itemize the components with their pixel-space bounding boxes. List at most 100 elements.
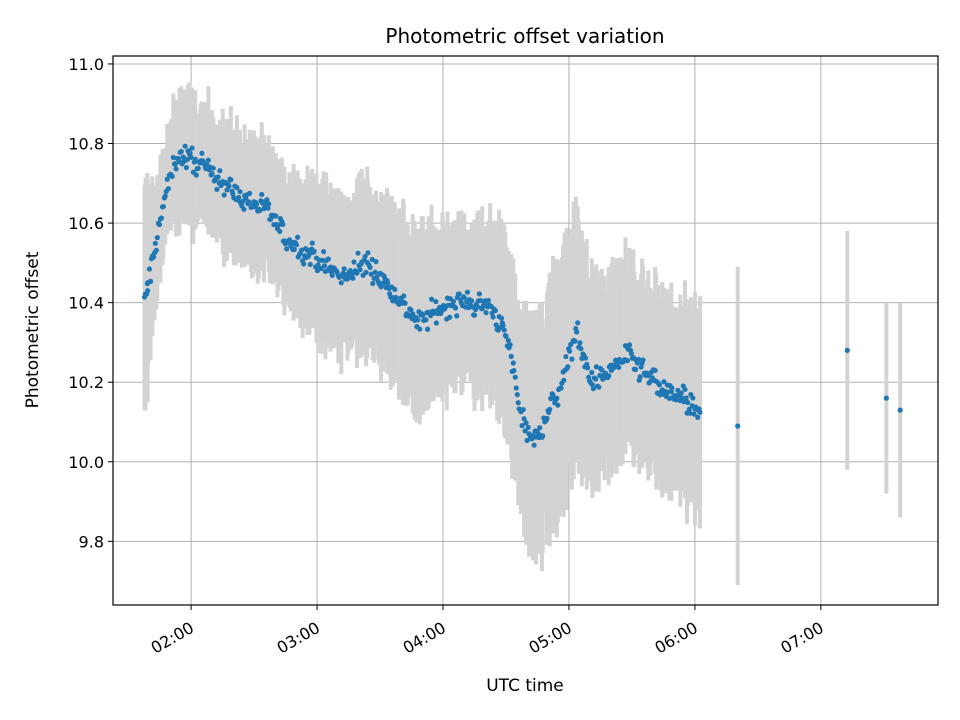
data-point <box>500 322 506 328</box>
data-point <box>291 246 297 253</box>
data-point <box>321 263 328 269</box>
data-point <box>433 298 439 305</box>
data-point <box>477 297 484 304</box>
data-point <box>483 310 489 316</box>
y-axis-label: Photometric offset <box>23 251 43 408</box>
data-point <box>685 399 691 406</box>
data-point <box>320 249 327 255</box>
data-point <box>254 201 260 207</box>
data-point <box>599 367 605 373</box>
data-point <box>180 154 186 160</box>
data-point <box>367 264 373 271</box>
data-point <box>319 257 326 263</box>
data-point <box>158 215 165 221</box>
data-point <box>294 234 301 240</box>
data-point <box>286 237 293 243</box>
data-point <box>511 368 517 374</box>
data-point <box>691 411 697 417</box>
data-point <box>162 193 168 199</box>
data-point <box>682 386 688 393</box>
data-point <box>372 269 378 275</box>
data-point <box>525 424 531 431</box>
data-point <box>423 317 429 323</box>
data-point <box>490 314 496 320</box>
y-tick-label: 10.6 <box>68 214 104 233</box>
data-point <box>245 199 252 205</box>
data-point <box>474 303 480 310</box>
data-point <box>148 278 154 284</box>
data-point <box>266 201 272 207</box>
data-point <box>357 267 363 273</box>
data-point <box>415 317 421 323</box>
data-point <box>572 338 578 344</box>
y-tick-label: 10.2 <box>68 373 104 392</box>
data-point <box>635 356 642 362</box>
data-point <box>193 172 199 178</box>
data-point <box>471 312 478 318</box>
data-point <box>273 213 279 219</box>
data-point <box>690 395 696 401</box>
data-point <box>476 291 482 297</box>
data-point <box>151 254 157 260</box>
data-point <box>521 416 527 422</box>
data-point <box>661 379 667 385</box>
data-point <box>365 250 371 256</box>
data-point <box>520 406 526 413</box>
data-point <box>355 250 361 256</box>
data-point <box>883 395 889 401</box>
data-point <box>554 395 560 401</box>
data-point <box>268 216 274 222</box>
data-point <box>540 433 546 439</box>
data-point <box>165 186 171 192</box>
data-point <box>214 186 220 192</box>
x-axis-label: UTC time <box>486 676 564 696</box>
data-point <box>433 320 439 326</box>
data-point <box>152 240 158 246</box>
data-point <box>408 307 414 313</box>
data-point <box>678 390 684 396</box>
data-point <box>187 150 193 156</box>
data-point <box>450 298 457 304</box>
data-point <box>505 337 511 344</box>
data-point <box>183 164 190 171</box>
data-point <box>454 313 460 319</box>
data-point <box>209 171 215 177</box>
data-point <box>393 294 399 301</box>
data-point <box>424 326 431 332</box>
data-point <box>624 357 631 364</box>
data-point <box>584 365 591 371</box>
chart-title: Photometric offset variation <box>385 24 664 48</box>
data-points <box>141 143 903 448</box>
data-point <box>606 373 612 379</box>
data-point <box>234 185 240 191</box>
data-point <box>687 410 693 416</box>
data-point <box>410 311 416 317</box>
data-point <box>681 399 687 405</box>
data-point <box>428 296 435 302</box>
data-point <box>199 150 205 156</box>
data-point <box>301 261 307 267</box>
data-point <box>241 206 247 212</box>
data-point <box>217 168 223 174</box>
data-point <box>697 409 703 415</box>
data-point <box>578 346 584 352</box>
data-point <box>456 291 462 297</box>
data-point <box>146 266 152 272</box>
data-point <box>145 288 151 294</box>
y-tick-label: 10.8 <box>68 135 104 154</box>
data-point <box>447 314 453 320</box>
data-point <box>844 347 850 353</box>
data-point <box>561 377 567 383</box>
data-point <box>307 261 313 268</box>
data-point <box>299 247 305 253</box>
data-point <box>368 271 374 277</box>
data-point <box>178 148 184 155</box>
data-point <box>632 366 639 373</box>
data-point <box>385 280 391 287</box>
data-point <box>569 356 575 362</box>
data-point <box>329 272 335 279</box>
data-point <box>637 374 643 380</box>
data-point <box>596 384 602 390</box>
data-point <box>503 333 509 340</box>
